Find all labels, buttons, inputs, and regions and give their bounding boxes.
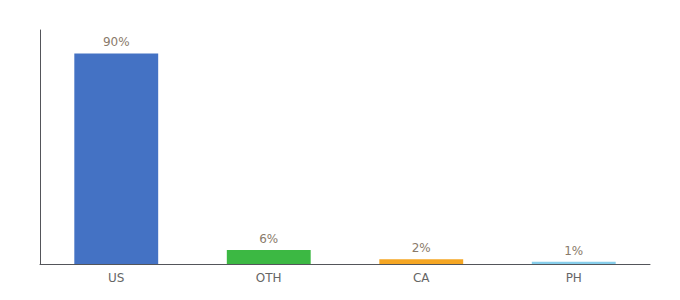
svg-text:OTH: OTH (256, 271, 282, 285)
svg-text:PH: PH (566, 271, 582, 285)
svg-text:2%: 2% (412, 241, 431, 255)
svg-text:CA: CA (413, 271, 430, 285)
svg-text:US: US (108, 271, 124, 285)
svg-text:6%: 6% (259, 232, 278, 246)
svg-text:1%: 1% (564, 244, 583, 258)
svg-text:90%: 90% (103, 35, 130, 49)
